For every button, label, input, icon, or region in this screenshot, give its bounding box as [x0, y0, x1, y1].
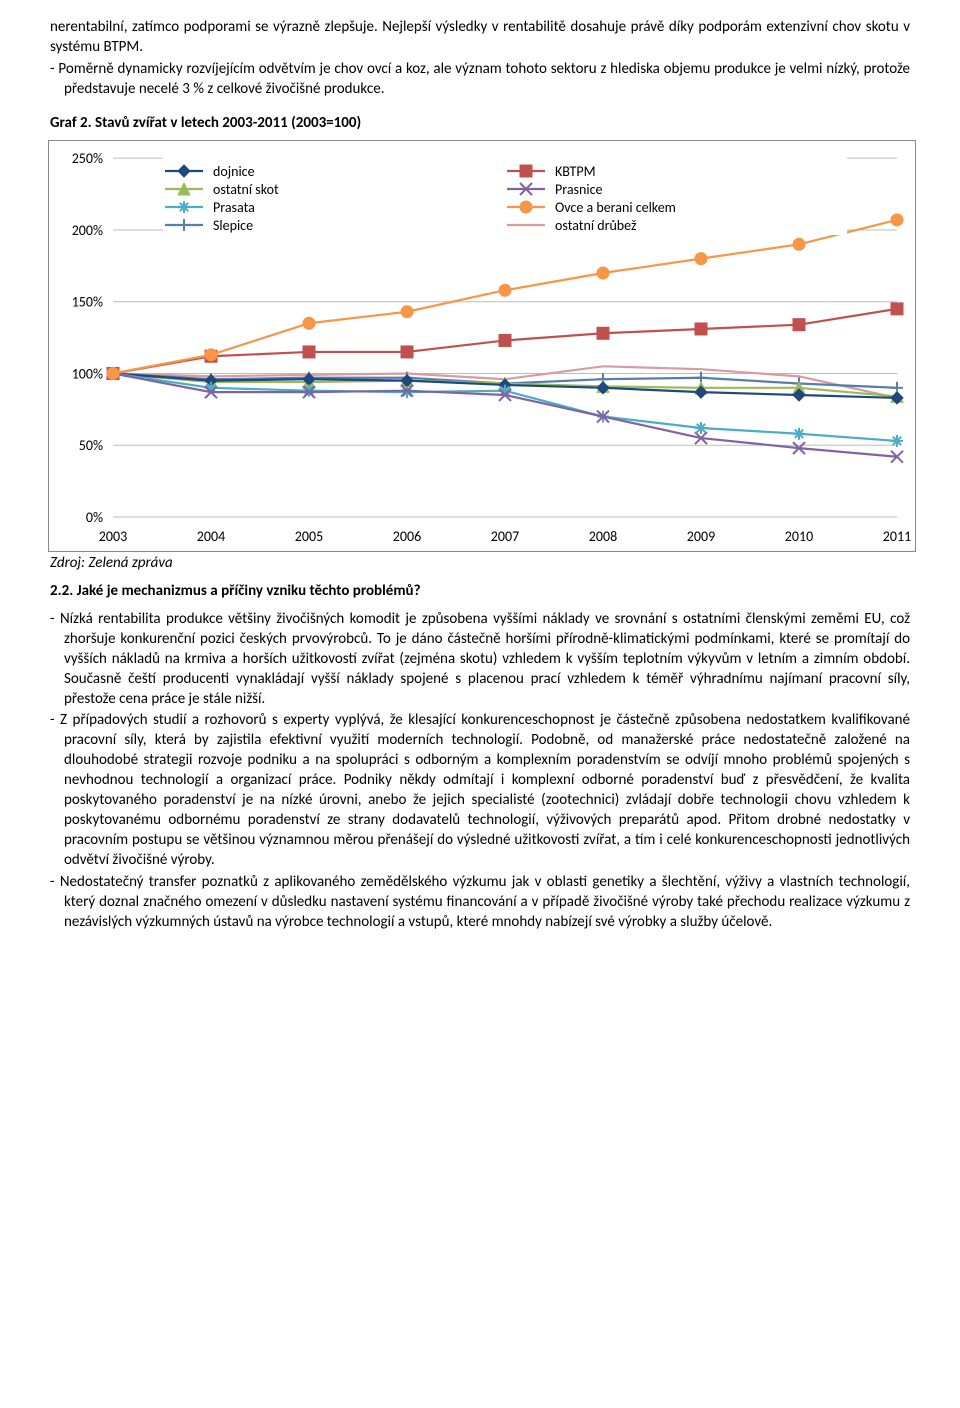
- svg-text:0%: 0%: [86, 509, 103, 526]
- svg-text:2008: 2008: [589, 528, 617, 545]
- body-item-3: - Nedostatečný transfer poznatků z aplik…: [50, 873, 910, 933]
- svg-text:KBTPM: KBTPM: [555, 163, 596, 180]
- body-item-2: - Z případových studií a rozhovorů s exp…: [50, 711, 910, 871]
- svg-text:ostatní skot: ostatní skot: [213, 181, 279, 198]
- svg-text:100%: 100%: [72, 365, 103, 382]
- svg-text:2006: 2006: [393, 528, 421, 545]
- chart-container: 0% 50% 100% 150% 200% 250% 2003 2004 2005 2006 200…: [48, 140, 916, 552]
- svg-text:2007: 2007: [491, 528, 519, 545]
- intro-line-2: - Poměrně dynamicky rozvíjejícím odvětví…: [50, 60, 910, 100]
- svg-text:2011: 2011: [883, 528, 911, 545]
- svg-text:2010: 2010: [785, 528, 813, 545]
- svg-text:200%: 200%: [72, 222, 103, 239]
- svg-text:dojnice: dojnice: [213, 163, 255, 180]
- svg-text:2004: 2004: [197, 528, 225, 545]
- svg-text:150%: 150%: [72, 293, 103, 310]
- chart-title: Graf 2. Stavů zvířat v letech 2003-2011 …: [50, 114, 910, 132]
- intro-line-1: nerentabilní, zatímco podporami se výraz…: [50, 18, 910, 58]
- svg-text:Prasnice: Prasnice: [555, 181, 602, 198]
- section-heading: 2.2. Jaké je mechanizmus a příčiny vznik…: [50, 582, 910, 600]
- svg-text:ostatní drůbež: ostatní drůbež: [555, 217, 637, 234]
- chart-svg: 0% 50% 100% 150% 200% 250% 2003 2004 2005 2006 200…: [49, 141, 915, 551]
- svg-text:Slepice: Slepice: [213, 217, 253, 234]
- svg-text:2003: 2003: [99, 528, 127, 545]
- svg-text:2009: 2009: [687, 528, 715, 545]
- svg-text:Prasata: Prasata: [213, 199, 255, 216]
- svg-text:Ovce a berani celkem: Ovce a berani celkem: [555, 199, 676, 216]
- svg-text:50%: 50%: [79, 437, 103, 454]
- svg-text:2005: 2005: [295, 528, 323, 545]
- body-item-1: - Nízká rentabilita produkce většiny živ…: [50, 610, 910, 710]
- source-line: Zdroj: Zelená zpráva: [50, 554, 910, 572]
- svg-text:250%: 250%: [72, 150, 103, 167]
